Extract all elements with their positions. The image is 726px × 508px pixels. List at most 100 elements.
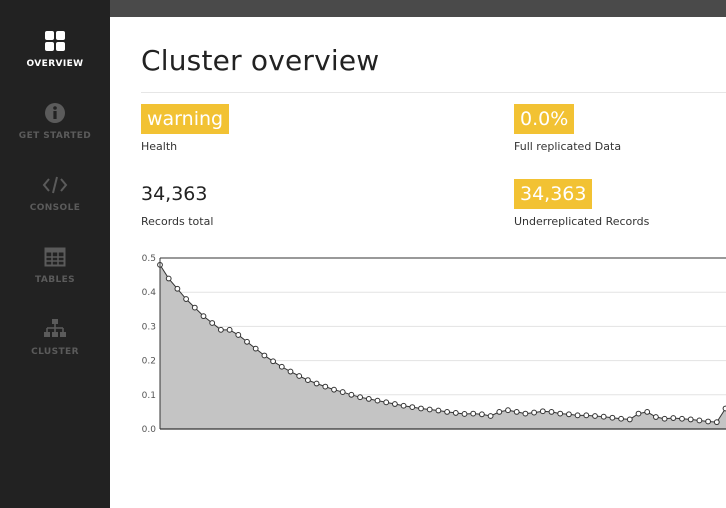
data-point bbox=[670, 415, 677, 421]
data-point bbox=[183, 296, 189, 302]
top-bar bbox=[110, 0, 726, 17]
data-point bbox=[296, 373, 303, 379]
full-replicated-label: Full replicated Data bbox=[514, 140, 622, 153]
health-label: Health bbox=[141, 140, 178, 153]
data-point bbox=[400, 402, 407, 409]
sidebar-item-tables[interactable]: TABLES bbox=[0, 246, 110, 285]
data-point bbox=[365, 396, 372, 402]
y-tick-label: 0.1 bbox=[142, 391, 156, 401]
data-point bbox=[687, 416, 694, 423]
replication-area-chart: 0.0 0.1 0.2 0.3 0.4 0.5 bbox=[142, 254, 726, 435]
health-status-badge: warning bbox=[141, 104, 230, 134]
sidebar-item-console[interactable]: CONSOLE bbox=[0, 174, 110, 213]
data-point bbox=[252, 345, 259, 352]
table-icon bbox=[44, 247, 66, 267]
data-point bbox=[592, 413, 598, 419]
data-point bbox=[331, 386, 337, 393]
data-point bbox=[548, 409, 555, 415]
sidebar-item-overview[interactable]: OVERVIEW bbox=[0, 30, 110, 69]
overview-grid-icon bbox=[45, 31, 65, 51]
data-point bbox=[479, 411, 485, 418]
y-tick-label: 0.3 bbox=[142, 322, 156, 332]
data-point bbox=[313, 380, 320, 387]
data-point bbox=[270, 358, 277, 365]
cluster-icon bbox=[44, 319, 66, 337]
data-point bbox=[348, 391, 355, 398]
data-point bbox=[522, 410, 529, 417]
series-line bbox=[159, 264, 726, 423]
data-point bbox=[278, 363, 285, 370]
data-point bbox=[487, 413, 494, 419]
sidebar-item-label: OVERVIEW bbox=[26, 59, 84, 69]
data-point bbox=[496, 409, 503, 415]
data-point bbox=[165, 275, 172, 282]
data-point bbox=[409, 404, 416, 411]
data-point bbox=[531, 409, 538, 416]
code-icon bbox=[42, 176, 68, 194]
sidebar: OVERVIEW GET STARTED CONSOLE TABLES bbox=[0, 0, 110, 508]
data-point bbox=[374, 397, 381, 404]
underreplicated-value: 34,363 bbox=[514, 179, 593, 209]
data-point bbox=[539, 408, 546, 415]
data-point bbox=[452, 410, 459, 416]
data-point bbox=[653, 414, 659, 420]
data-point bbox=[235, 332, 242, 338]
y-tick-label: 0.2 bbox=[142, 357, 156, 367]
data-point bbox=[470, 410, 477, 417]
data-point bbox=[392, 401, 398, 407]
data-point bbox=[218, 326, 224, 333]
data-point bbox=[444, 409, 451, 415]
sidebar-item-cluster[interactable]: CLUSTER bbox=[0, 318, 110, 357]
sidebar-item-get-started[interactable]: GET STARTED bbox=[0, 102, 110, 141]
data-point bbox=[600, 413, 607, 420]
data-point bbox=[705, 418, 711, 425]
data-point bbox=[696, 417, 703, 424]
data-point bbox=[357, 394, 364, 401]
data-point bbox=[244, 338, 250, 345]
data-point bbox=[461, 411, 468, 417]
data-point bbox=[383, 399, 390, 406]
data-point bbox=[566, 411, 572, 418]
records-total-value: 34,363 bbox=[141, 183, 208, 205]
data-point bbox=[174, 285, 181, 292]
data-point bbox=[426, 406, 433, 413]
data-point bbox=[287, 368, 294, 375]
data-point bbox=[557, 410, 564, 417]
data-point bbox=[713, 419, 720, 426]
full-replicated-value: 0.0% bbox=[514, 104, 575, 134]
data-point bbox=[226, 326, 233, 333]
data-point bbox=[583, 412, 590, 419]
sidebar-item-label: TABLES bbox=[34, 275, 76, 285]
y-tick-label: 0.5 bbox=[142, 254, 156, 264]
data-point bbox=[679, 415, 685, 422]
data-point bbox=[209, 320, 216, 326]
series-area bbox=[160, 264, 726, 429]
sidebar-item-label: CLUSTER bbox=[31, 347, 79, 357]
data-point bbox=[505, 407, 511, 414]
data-point bbox=[609, 414, 616, 421]
data-point bbox=[191, 304, 198, 311]
data-point bbox=[574, 412, 581, 419]
data-point bbox=[626, 416, 633, 423]
sidebar-item-label: GET STARTED bbox=[18, 131, 92, 141]
underreplicated-label: Underreplicated Records bbox=[514, 215, 650, 228]
title-divider bbox=[141, 92, 726, 93]
y-tick-label: 0.4 bbox=[142, 288, 157, 298]
data-point bbox=[200, 313, 207, 320]
data-point bbox=[635, 410, 642, 417]
data-point bbox=[661, 415, 668, 422]
sidebar-item-label: CONSOLE bbox=[29, 203, 81, 213]
page-title: Cluster overview bbox=[141, 44, 380, 77]
records-total-label: Records total bbox=[141, 215, 214, 228]
data-point bbox=[322, 383, 329, 390]
data-point bbox=[418, 405, 424, 412]
info-icon bbox=[45, 103, 65, 123]
y-tick-label: 0.0 bbox=[142, 425, 157, 435]
data-point bbox=[435, 407, 442, 414]
data-point bbox=[618, 415, 625, 422]
data-point bbox=[644, 409, 651, 415]
data-point bbox=[261, 352, 268, 359]
data-point bbox=[339, 389, 346, 395]
data-point bbox=[513, 409, 520, 415]
data-point bbox=[305, 377, 311, 383]
